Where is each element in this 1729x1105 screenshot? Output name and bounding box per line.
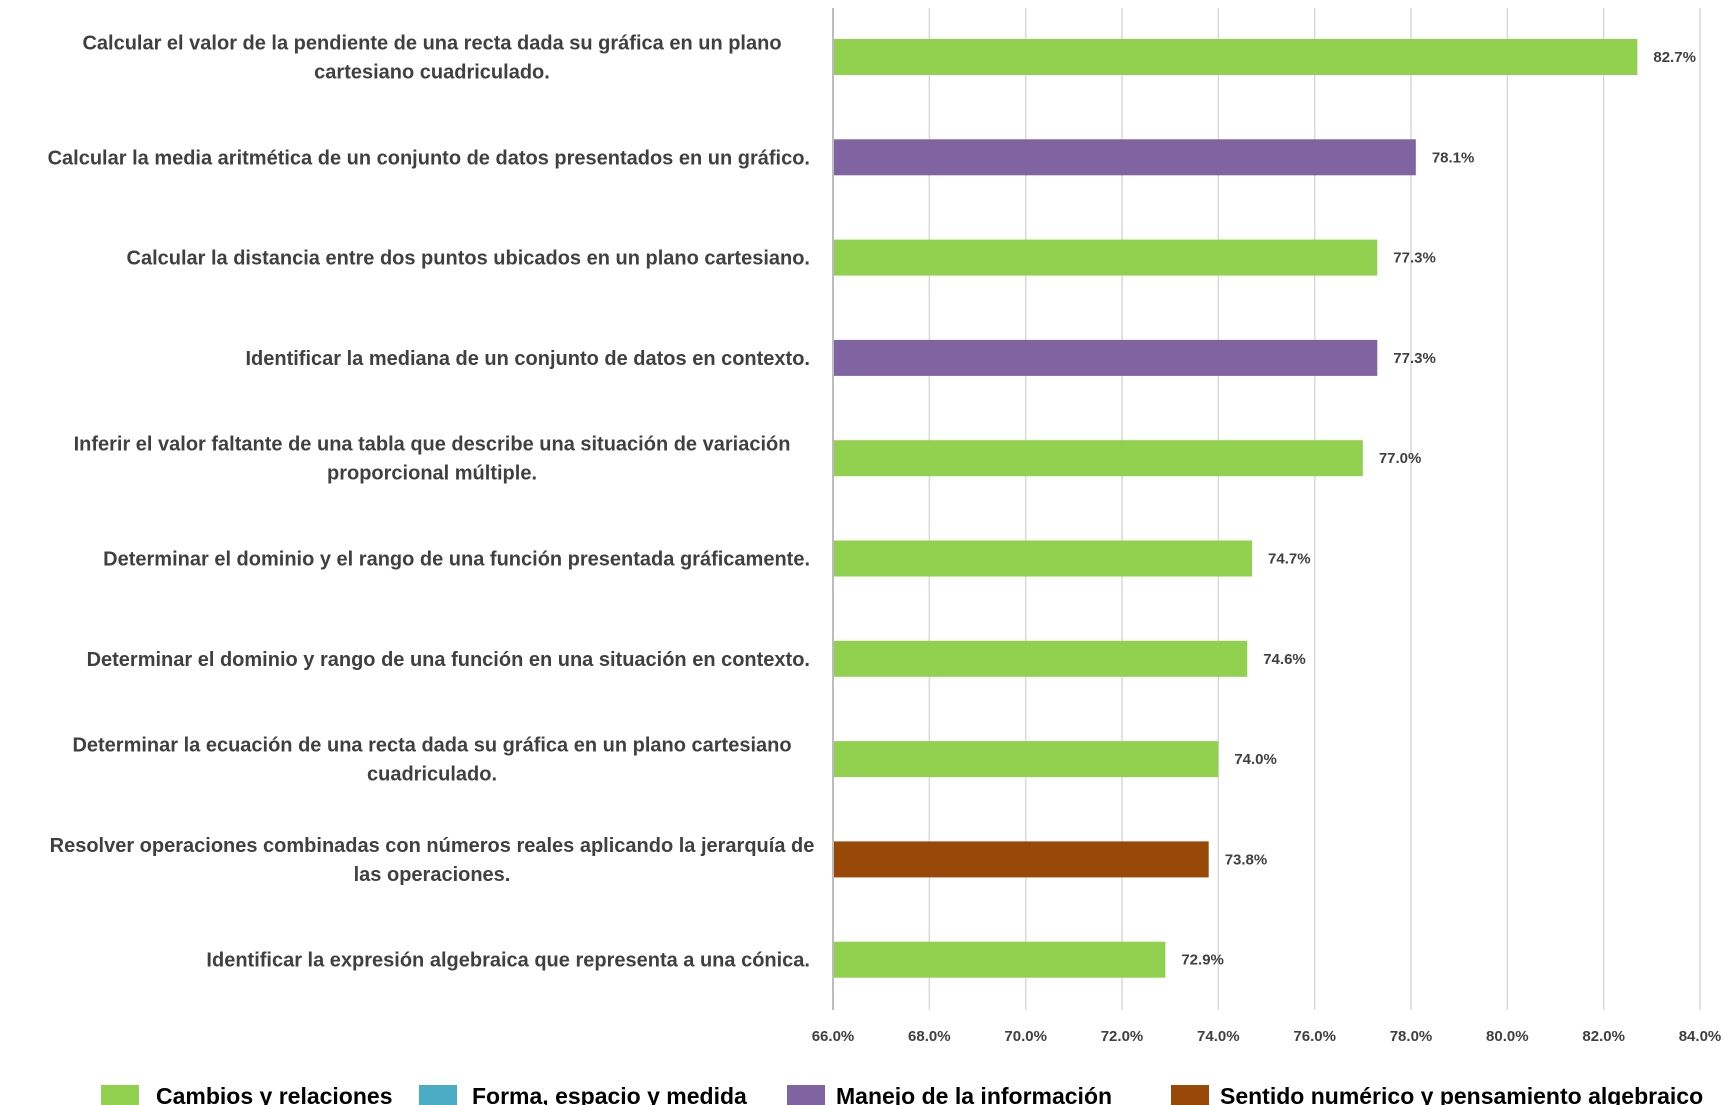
bars <box>834 39 1638 978</box>
data-label: 74.7% <box>1268 551 1311 568</box>
category-label: las operaciones. <box>354 864 511 886</box>
category-label: proporcional múltiple. <box>327 463 537 485</box>
category-label: Identificar la expresión algebraica que … <box>206 950 810 972</box>
category-label: Calcular el valor de la pendiente de una… <box>82 33 781 55</box>
x-tick-label: 82.0% <box>1582 1028 1625 1045</box>
category-label: Resolver operaciones combinadas con núme… <box>50 835 815 857</box>
x-tick-label: 66.0% <box>812 1028 855 1045</box>
category-label: Inferir el valor faltante de una tabla q… <box>74 434 791 456</box>
legend-label: Sentido numérico y pensamiento algebraic… <box>1220 1083 1703 1105</box>
data-label: 72.9% <box>1181 952 1224 969</box>
bar <box>834 440 1363 477</box>
value-labels: 82.7% 78.1% 77.3% 77.3% 77.0% 74.7% 74.6% 74.0%… <box>1181 49 1696 969</box>
data-label: 78.1% <box>1432 149 1475 166</box>
category-label: cartesiano cuadriculado. <box>314 62 550 84</box>
bar <box>834 540 1253 577</box>
category-label: Calcular la distancia entre dos puntos u… <box>127 248 811 270</box>
legend: Cambios y relaciones Forma, espacio y med… <box>101 1083 1703 1105</box>
bar <box>834 339 1378 376</box>
legend-item: Cambios y relaciones <box>101 1083 393 1105</box>
data-label: 74.6% <box>1263 651 1306 668</box>
data-label: 74.0% <box>1234 751 1277 768</box>
data-label: 82.7% <box>1653 49 1696 66</box>
x-tick-label: 76.0% <box>1293 1028 1336 1045</box>
bar <box>834 139 1416 176</box>
legend-swatch <box>1171 1085 1209 1105</box>
x-tick-label: 74.0% <box>1197 1028 1240 1045</box>
legend-label: Forma, espacio y medida <box>472 1083 747 1105</box>
category-label: Determinar la ecuación de una recta dada… <box>72 735 791 757</box>
category-label: Determinar el dominio y el rango de una … <box>103 549 810 571</box>
x-tick-label: 68.0% <box>908 1028 951 1045</box>
category-label: Determinar el dominio y rango de una fun… <box>87 649 810 671</box>
legend-item: Forma, espacio y medida <box>419 1083 747 1105</box>
data-label: 73.8% <box>1225 851 1268 868</box>
x-tick-label: 84.0% <box>1679 1028 1722 1045</box>
category-label: Identificar la mediana de un conjunto de… <box>245 348 810 370</box>
legend-swatch <box>101 1085 139 1105</box>
data-label: 77.3% <box>1393 250 1436 267</box>
legend-swatch <box>787 1085 825 1105</box>
bar <box>834 941 1166 978</box>
legend-item: Sentido numérico y pensamiento algebraic… <box>1171 1083 1703 1105</box>
bar <box>834 640 1248 677</box>
bar <box>834 841 1209 878</box>
legend-swatch <box>419 1085 457 1105</box>
legend-label: Cambios y relaciones <box>156 1083 393 1105</box>
category-label: Calcular la media aritmética de un conju… <box>48 147 810 169</box>
x-tick-label: 70.0% <box>1004 1028 1047 1045</box>
x-axis-ticks: 66.0% 68.0% 70.0% 72.0% 74.0% 76.0% 78.0% 80.0%… <box>812 1028 1722 1045</box>
x-tick-label: 78.0% <box>1390 1028 1433 1045</box>
bar <box>834 741 1219 778</box>
data-label: 77.0% <box>1379 450 1422 467</box>
x-tick-label: 72.0% <box>1101 1028 1144 1045</box>
data-label: 77.3% <box>1393 350 1436 367</box>
legend-item: Manejo de la información <box>787 1083 1112 1105</box>
legend-label: Manejo de la información <box>836 1083 1112 1105</box>
category-labels: Calcular el valor de la pendiente de una… <box>48 33 815 972</box>
bar <box>834 239 1378 276</box>
x-tick-label: 80.0% <box>1486 1028 1529 1045</box>
bar <box>834 39 1638 75</box>
category-label: cuadriculado. <box>367 764 497 786</box>
